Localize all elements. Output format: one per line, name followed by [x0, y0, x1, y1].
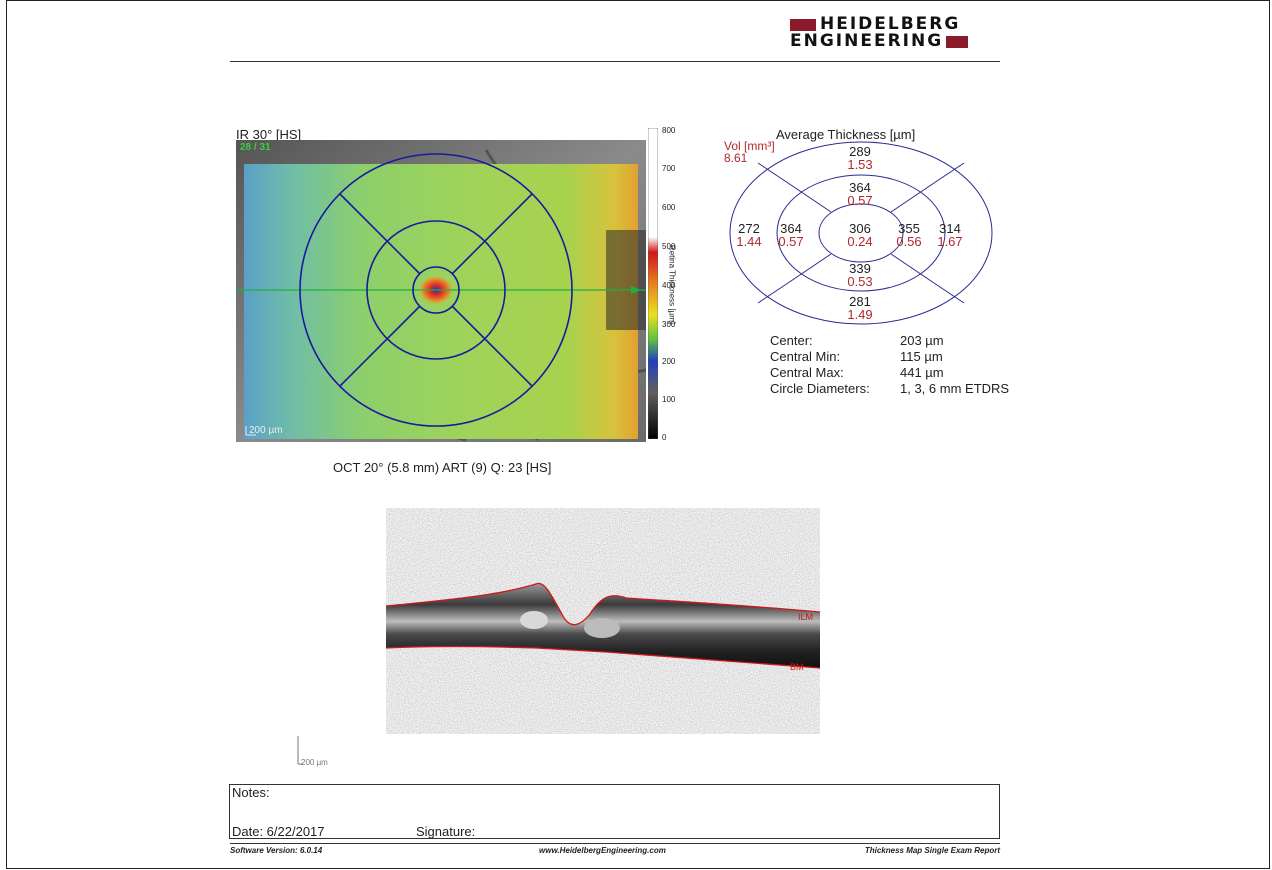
- colorbar-tick-500: 500: [662, 242, 676, 251]
- stat-central-min-label: Central Min:: [770, 349, 841, 364]
- fundus-title: IR 30° [HS]: [236, 127, 302, 142]
- ilm-label: ILM: [798, 612, 814, 622]
- sector-inner-temporal-thickness: 364: [780, 221, 802, 236]
- sector-outer-superior-volume: 1.53: [847, 157, 873, 172]
- fundus-frame-count: 28 / 31: [240, 142, 271, 153]
- colorbar-tick-700: 700: [662, 164, 676, 173]
- oct-bscan: [386, 508, 820, 734]
- vol-label: Vol [mm³]: [724, 139, 775, 153]
- sector-inner-nasal-thickness: 355: [898, 221, 920, 236]
- footer-url: www.HeidelbergEngineering.com: [539, 846, 666, 855]
- sector-outer-nasal-volume: 1.67: [937, 234, 963, 249]
- sector-outer-temporal-thickness: 272: [738, 221, 760, 236]
- stat-central-max-label: Central Max:: [770, 365, 844, 380]
- bm-label: BM: [790, 662, 804, 672]
- sector-outer-nasal-thickness: 314: [939, 221, 961, 236]
- thickness-colorbar: [648, 128, 658, 439]
- fundus-thickness-map: [236, 140, 646, 442]
- header-divider: [230, 61, 1000, 62]
- colorbar-tick-300: 300: [662, 320, 676, 329]
- colorbar-tick-400: 400: [662, 281, 676, 290]
- colorbar-tick-600: 600: [662, 203, 676, 212]
- fundus-scale-label: 200 µm: [249, 425, 283, 436]
- signature-label: Signature:: [416, 824, 476, 839]
- colorbar-label: Retina Thickness [µm]: [667, 244, 677, 325]
- sector-inner-nasal-volume: 0.56: [896, 234, 922, 249]
- logo-line2: ENGINEERING: [790, 31, 944, 51]
- footer-divider: [230, 843, 1000, 844]
- sector-center-volume: 0.24: [847, 234, 873, 249]
- page-frame: [6, 0, 1270, 869]
- stat-circle-diameters-value: 1, 3, 6 mm ETDRS: [900, 381, 1010, 396]
- sector-inner-inferior-volume: 0.53: [847, 274, 873, 289]
- heidelberg-logo: HEIDELBERG ENGINEERING: [790, 16, 1000, 50]
- etdrs-title: Average Thickness [µm]: [776, 127, 916, 142]
- colorbar-tick-200: 200: [662, 357, 676, 366]
- sector-inner-superior-volume: 0.57: [847, 193, 873, 208]
- sector-inner-inferior-thickness: 339: [849, 261, 871, 276]
- stat-circle-diameters-label: Circle Diameters:: [770, 381, 870, 396]
- sector-outer-temporal-volume: 1.44: [736, 234, 762, 249]
- sector-inner-superior-thickness: 364: [849, 180, 871, 195]
- oct-caption: OCT 20° (5.8 mm) ART (9) Q: 23 [HS]: [333, 460, 552, 475]
- sector-outer-superior-thickness: 289: [849, 144, 871, 159]
- stat-central-min-value: 115 µm: [900, 349, 943, 364]
- vol-total: 8.61: [724, 151, 748, 165]
- sector-outer-inferior-volume: 1.49: [847, 307, 873, 322]
- stat-center-value: 203 µm: [900, 333, 944, 348]
- stat-central-max-value: 441 µm: [900, 365, 944, 380]
- sector-center-thickness: 306: [849, 221, 871, 236]
- oct-scale-label: 200 µm: [301, 758, 328, 767]
- colorbar-tick-0: 0: [662, 433, 667, 442]
- sector-inner-temporal-volume: 0.57: [778, 234, 804, 249]
- logo-line1: HEIDELBERG: [820, 14, 961, 34]
- exam-date: Date: 6/22/2017: [232, 824, 325, 839]
- colorbar-tick-800: 800: [662, 126, 676, 135]
- notes-label: Notes:: [232, 785, 270, 800]
- notes-box[interactable]: [229, 784, 1000, 839]
- colorbar-tick-100: 100: [662, 395, 676, 404]
- software-version: Software Version: 6.0.14: [230, 846, 323, 855]
- sector-outer-inferior-thickness: 281: [849, 294, 871, 309]
- oct-scale-bar: [297, 736, 303, 765]
- report-type: Thickness Map Single Exam Report: [864, 846, 1000, 855]
- stat-center-label: Center:: [770, 333, 813, 348]
- etdrs-grid: [729, 141, 993, 325]
